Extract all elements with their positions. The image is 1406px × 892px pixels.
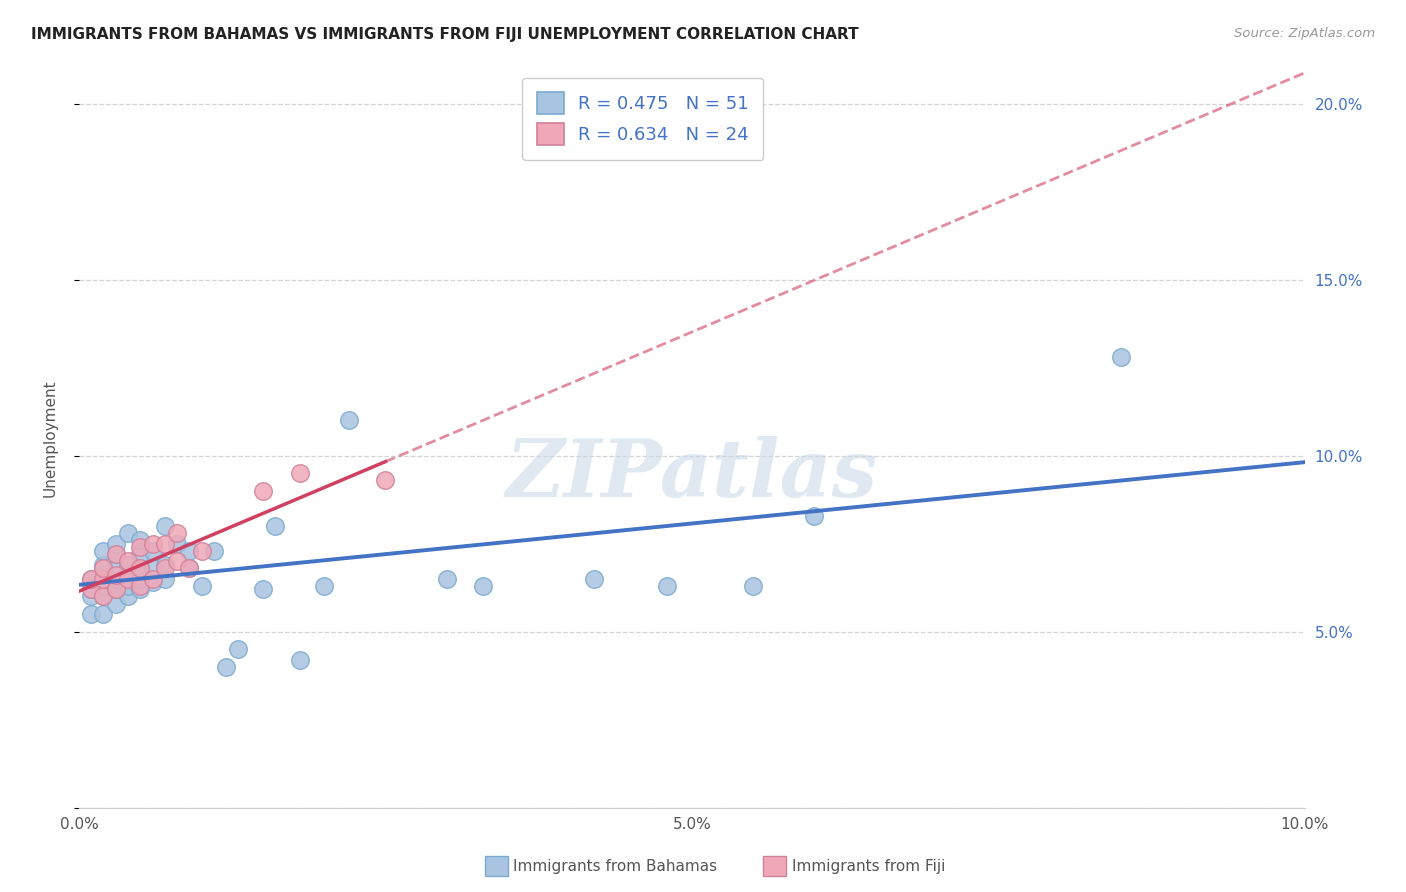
Point [374, 473, 396, 487]
Point [166, 537, 188, 551]
Point [472, 579, 495, 593]
Point [93, 561, 115, 575]
Point [153, 537, 176, 551]
Point [153, 558, 176, 572]
Point [104, 547, 127, 561]
Point [215, 660, 238, 674]
Point [93, 590, 115, 604]
Point [141, 572, 163, 586]
Point [104, 582, 127, 597]
Point [80, 572, 103, 586]
Point [80, 582, 103, 597]
Point [1109, 350, 1132, 364]
Point [117, 558, 139, 572]
Point [252, 582, 274, 597]
Point [264, 519, 287, 533]
Point [129, 561, 152, 575]
Point [129, 582, 152, 597]
Point [117, 568, 139, 582]
Point [129, 572, 152, 586]
Point [129, 540, 152, 554]
Point [80, 607, 103, 621]
Text: Immigrants from Fiji: Immigrants from Fiji [792, 859, 945, 873]
Point [104, 547, 127, 561]
Point [166, 554, 188, 568]
Point [141, 537, 163, 551]
Point [190, 579, 212, 593]
Point [337, 413, 360, 427]
Point [202, 543, 225, 558]
Y-axis label: Unemployment: Unemployment [44, 379, 58, 497]
Point [226, 642, 249, 657]
Point [104, 561, 127, 575]
Point [153, 519, 176, 533]
Text: Immigrants from Bahamas: Immigrants from Bahamas [513, 859, 717, 873]
Text: ZIPatlas: ZIPatlas [506, 436, 877, 514]
Point [104, 582, 127, 597]
Point [129, 561, 152, 575]
Point [153, 561, 176, 575]
Point [80, 572, 103, 586]
Point [104, 537, 127, 551]
Point [436, 572, 458, 586]
Point [93, 543, 115, 558]
Point [80, 590, 103, 604]
Point [166, 526, 188, 541]
Point [93, 607, 115, 621]
Text: IMMIGRANTS FROM BAHAMAS VS IMMIGRANTS FROM FIJI UNEMPLOYMENT CORRELATION CHART: IMMIGRANTS FROM BAHAMAS VS IMMIGRANTS FR… [31, 27, 859, 42]
Point [314, 579, 336, 593]
Point [104, 572, 127, 586]
Point [104, 568, 127, 582]
Legend: R = 0.475   N = 51, R = 0.634   N = 24: R = 0.475 N = 51, R = 0.634 N = 24 [522, 78, 763, 160]
Point [117, 572, 139, 586]
Point [179, 543, 201, 558]
Point [104, 597, 127, 611]
Point [93, 568, 115, 582]
Point [129, 547, 152, 561]
Point [141, 561, 163, 575]
Point [657, 579, 679, 593]
Point [117, 579, 139, 593]
Point [80, 582, 103, 597]
Point [93, 590, 115, 604]
Point [288, 653, 311, 667]
Point [129, 533, 152, 548]
Point [117, 590, 139, 604]
Point [582, 572, 605, 586]
Point [153, 572, 176, 586]
Point [179, 561, 201, 575]
Point [190, 543, 212, 558]
Point [93, 572, 115, 586]
Point [141, 543, 163, 558]
Point [93, 579, 115, 593]
Point [288, 467, 311, 481]
Point [117, 526, 139, 541]
Point [252, 483, 274, 498]
Point [129, 579, 152, 593]
Point [803, 508, 825, 523]
Point [93, 558, 115, 572]
Point [141, 575, 163, 590]
Point [179, 561, 201, 575]
Point [742, 579, 765, 593]
Point [117, 554, 139, 568]
Text: Source: ZipAtlas.com: Source: ZipAtlas.com [1234, 27, 1375, 40]
